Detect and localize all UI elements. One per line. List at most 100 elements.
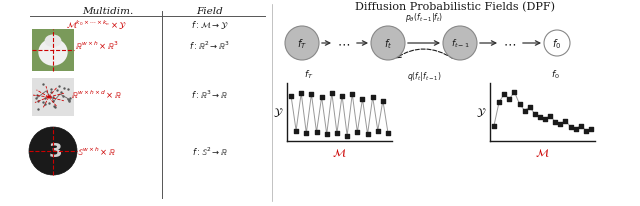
Ellipse shape: [45, 35, 61, 48]
Point: [59, 87, 69, 91]
Point: [535, 116, 545, 119]
Point: [504, 98, 515, 101]
Text: $f_{t-1}$: $f_{t-1}$: [451, 37, 469, 50]
Point: [540, 118, 550, 121]
Circle shape: [443, 27, 477, 61]
Point: [357, 98, 367, 101]
Text: Multidim.: Multidim.: [83, 7, 134, 16]
Point: [566, 126, 576, 129]
Text: $\mathbb{R}^{w\times h}\times\mathbb{R}^3$: $\mathbb{R}^{w\times h}\times\mathbb{R}^…: [75, 40, 119, 52]
Point: [38, 83, 49, 86]
Text: $\mathcal{M}$: $\mathcal{M}$: [535, 146, 550, 158]
Point: [40, 97, 50, 100]
Point: [44, 102, 54, 105]
Point: [342, 134, 352, 137]
Bar: [32, 79, 74, 116]
Point: [556, 123, 566, 126]
Text: $\mathcal{Y}$: $\mathcal{Y}$: [273, 106, 284, 119]
Point: [575, 124, 586, 128]
Point: [56, 90, 66, 94]
Point: [580, 129, 591, 132]
Point: [317, 96, 327, 99]
Point: [362, 133, 372, 136]
Point: [347, 93, 357, 96]
Point: [32, 94, 42, 97]
Text: $\mathcal{M}^{k_0\times\cdots\times k_n}\times\mathcal{Y}$: $\mathcal{M}^{k_0\times\cdots\times k_n}…: [67, 19, 128, 32]
Point: [63, 88, 73, 91]
Point: [63, 100, 74, 103]
Point: [312, 131, 322, 134]
Point: [337, 94, 347, 98]
Point: [286, 94, 296, 98]
Point: [367, 96, 378, 99]
Point: [33, 108, 43, 111]
Circle shape: [544, 31, 570, 57]
Text: $\cdots$: $\cdots$: [504, 37, 516, 50]
Point: [571, 128, 581, 131]
Point: [65, 97, 76, 100]
Ellipse shape: [38, 39, 68, 66]
Point: [327, 92, 337, 95]
Point: [322, 133, 332, 136]
Point: [494, 101, 504, 104]
Point: [530, 113, 540, 116]
Text: $f_T$: $f_T$: [304, 68, 314, 81]
Point: [515, 103, 525, 106]
Point: [48, 100, 58, 103]
Point: [586, 128, 596, 131]
Point: [54, 85, 65, 88]
Point: [40, 103, 51, 106]
Text: $f:\mathcal{M}\rightarrow\mathcal{Y}$: $f:\mathcal{M}\rightarrow\mathcal{Y}$: [191, 19, 228, 31]
Text: $\cdots$: $\cdots$: [337, 37, 351, 50]
Point: [50, 106, 60, 109]
Point: [372, 129, 383, 132]
Circle shape: [371, 27, 405, 61]
Bar: [32, 30, 74, 72]
Text: $f_T$: $f_T$: [297, 37, 307, 51]
Text: $f:\mathbb{S}^2\rightarrow\mathbb{R}$: $f:\mathbb{S}^2\rightarrow\mathbb{R}$: [192, 145, 228, 157]
Text: $f_0$: $f_0$: [552, 37, 562, 51]
Point: [352, 131, 362, 134]
Text: $\mathcal{M}$: $\mathcal{M}$: [332, 146, 347, 158]
Point: [51, 89, 61, 92]
Point: [378, 99, 388, 103]
Text: $f_0$: $f_0$: [550, 68, 559, 81]
Point: [509, 91, 520, 94]
Point: [58, 95, 68, 98]
Text: Field: Field: [196, 7, 223, 16]
FancyArrowPatch shape: [396, 50, 452, 59]
Point: [291, 129, 301, 132]
Point: [307, 93, 317, 96]
Point: [383, 132, 393, 135]
Point: [33, 100, 43, 103]
Point: [550, 121, 561, 124]
Point: [332, 132, 342, 135]
Text: $p_\theta(f_{t-1}|f_t)$: $p_\theta(f_{t-1}|f_t)$: [405, 11, 443, 24]
Point: [64, 99, 74, 102]
Point: [296, 92, 307, 95]
Point: [301, 132, 312, 135]
Text: $f_t$: $f_t$: [384, 37, 392, 51]
Text: $f:\mathbb{R}^3\rightarrow\mathbb{R}$: $f:\mathbb{R}^3\rightarrow\mathbb{R}$: [191, 88, 228, 101]
Circle shape: [29, 127, 77, 175]
Text: $\mathbb{S}^{w\times h}\times\mathbb{R}$: $\mathbb{S}^{w\times h}\times\mathbb{R}$: [77, 145, 116, 157]
Text: $q(f_t|f_{t-1})$: $q(f_t|f_{t-1})$: [406, 70, 442, 83]
Point: [49, 105, 60, 109]
Point: [525, 106, 535, 109]
Text: $\mathcal{Y}$: $\mathcal{Y}$: [476, 106, 486, 119]
Text: $\mathbf{3}$: $\mathbf{3}$: [48, 142, 62, 160]
Point: [38, 101, 48, 104]
Point: [561, 119, 571, 123]
Point: [46, 91, 56, 94]
Point: [31, 97, 41, 101]
Circle shape: [285, 27, 319, 61]
Point: [499, 93, 509, 96]
Point: [45, 88, 56, 91]
Point: [48, 96, 58, 99]
Point: [489, 124, 499, 128]
Point: [545, 114, 556, 118]
Text: $\mathbb{R}^{w\times h\times d}\times\mathbb{R}$: $\mathbb{R}^{w\times h\times d}\times\ma…: [72, 88, 123, 101]
Point: [520, 109, 530, 113]
Text: $f:\mathbb{R}^2\rightarrow\mathbb{R}^3$: $f:\mathbb{R}^2\rightarrow\mathbb{R}^3$: [189, 40, 230, 52]
Text: Diffusion Probabilistic Fields (DPF): Diffusion Probabilistic Fields (DPF): [355, 2, 555, 12]
